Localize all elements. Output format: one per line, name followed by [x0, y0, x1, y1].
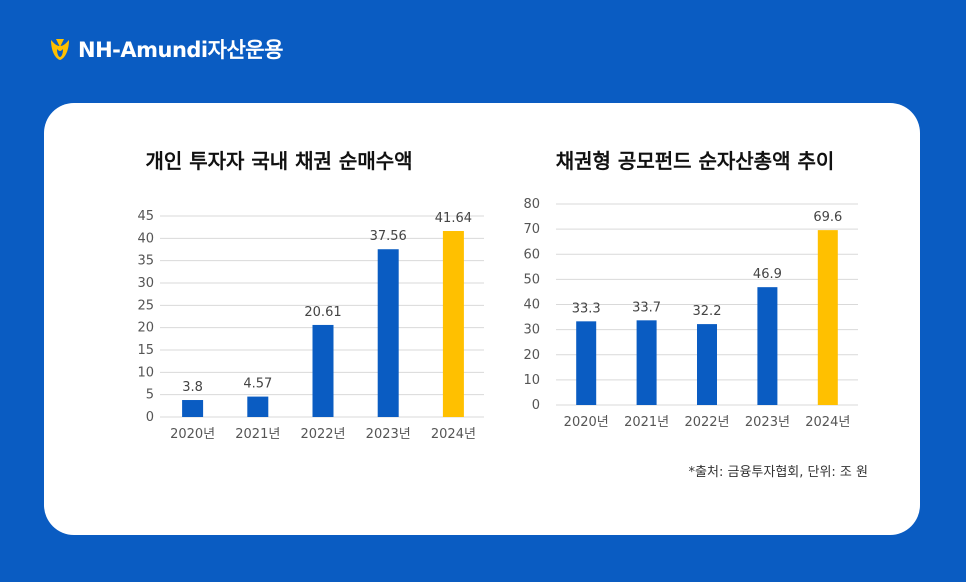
data-label: 3.8 — [182, 380, 203, 395]
y-tick-label: 35 — [137, 254, 154, 269]
charts-card: 개인 투자자 국내 채권 순매수액 채권형 공모펀드 순자산총액 추이 0 5 10… — [44, 103, 920, 535]
brand-logo: NH-Amundi자산운용 — [48, 34, 283, 64]
x-tick-label: 2021년 — [235, 427, 280, 442]
bar — [817, 230, 838, 405]
y-tick-label: 20 — [523, 348, 540, 363]
y-tick-label: 5 — [146, 388, 154, 403]
y-tick-label: 40 — [137, 231, 154, 246]
x-tick-label: 2020년 — [170, 427, 215, 442]
data-label: 33.3 — [572, 301, 601, 316]
brand-name: NH-Amundi자산운용 — [78, 38, 283, 62]
bar — [182, 400, 204, 417]
y-tick-label: 20 — [137, 321, 154, 336]
data-label: 4.57 — [243, 377, 272, 392]
chart-fund-assets: 0 10 20 30 40 50 60 70 80 33.3 2020년 33.7 2021년 32.2 2… — [523, 197, 858, 430]
data-label: 37.56 — [370, 229, 407, 244]
bar — [697, 324, 717, 405]
x-tick-label: 2020년 — [564, 415, 609, 430]
y-tick-label: 40 — [523, 298, 540, 313]
bar — [442, 231, 464, 417]
bar — [377, 249, 399, 417]
y-tick-label: 50 — [523, 272, 540, 287]
x-tick-label: 2024년 — [805, 415, 850, 430]
x-tick-label: 2022년 — [300, 427, 345, 442]
y-tick-label: 30 — [523, 323, 540, 338]
y-tick-label: 45 — [137, 209, 154, 224]
chart-title-left: 개인 투자자 국내 채권 순매수액 — [145, 149, 413, 173]
nh-symbol-icon — [51, 39, 69, 60]
y-tick-label: 80 — [523, 197, 540, 212]
data-label: 46.9 — [753, 267, 782, 282]
y-tick-label: 0 — [532, 398, 540, 413]
chart-net-purchase: 0 5 10 15 20 25 30 35 40 45 3.8 2020년 4.57 2021년 20.61… — [137, 209, 484, 442]
y-tick-label: 25 — [137, 298, 154, 313]
source-note: *출처: 금융투자협회, 단위: 조 원 — [688, 465, 868, 480]
x-tick-label: 2023년 — [366, 427, 411, 442]
y-tick-label: 30 — [137, 276, 154, 291]
y-tick-label: 70 — [523, 222, 540, 237]
y-tick-label: 10 — [137, 365, 154, 380]
chart-title-right: 채권형 공모펀드 순자산총액 추이 — [555, 149, 835, 173]
y-tick-label: 15 — [137, 343, 154, 358]
bar — [757, 287, 778, 405]
bar — [636, 320, 657, 405]
y-tick-label: 60 — [523, 247, 540, 262]
x-tick-label: 2024년 — [431, 427, 476, 442]
data-label: 20.61 — [304, 305, 341, 320]
data-label: 33.7 — [632, 300, 661, 315]
y-tick-label: 0 — [146, 410, 154, 425]
data-label: 69.6 — [813, 210, 842, 225]
x-tick-label: 2021년 — [624, 415, 669, 430]
x-tick-label: 2023년 — [745, 415, 790, 430]
data-label: 41.64 — [435, 211, 472, 226]
bar — [247, 396, 269, 417]
data-label: 32.2 — [693, 304, 722, 319]
y-tick-label: 10 — [523, 373, 540, 388]
bar — [576, 321, 597, 405]
bar — [312, 324, 334, 417]
x-tick-label: 2022년 — [684, 415, 729, 430]
